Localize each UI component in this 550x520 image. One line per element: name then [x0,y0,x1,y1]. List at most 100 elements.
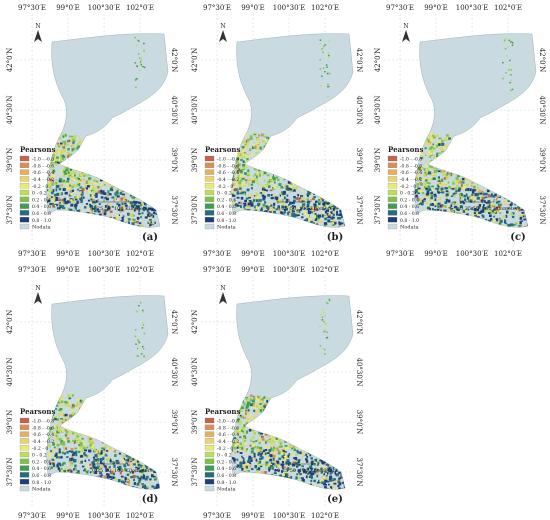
longitude-label-top: 97°30′E [386,4,414,12]
legend-swatch [20,452,29,457]
latitude-label-left: 42°0′N [6,48,14,73]
legend-item-label: 0.2 - 0.4 [217,197,236,203]
latitude-label-right: 39°0′N [170,148,178,173]
latitude-label-left: 42°0′N [6,310,14,335]
legend-swatch [20,210,29,215]
latitude-label-left: 39°0′N [374,148,382,173]
scale-bar-ticks: 0 25 50 [92,468,111,474]
legend-swatch [388,183,397,188]
latitude-label-right: 42°0′N [170,310,178,335]
latitude-label-left: 40°30′N [191,95,199,124]
scale-bar-ticks: 0 25 50 [92,206,111,212]
latitude-label-right: 39°0′N [538,148,546,173]
legend-swatch [205,170,214,175]
latitude-label-left: 42°0′N [191,310,199,335]
legend-item-label: -0.2 - 0 [32,446,48,452]
latitude-label-left: 39°0′N [6,148,14,173]
longitude-label-top: 97°30′E [203,266,231,274]
map-svg-c: 97°30′E97°30′E99°0′E99°0′E100°30′E100°30… [368,0,550,258]
legend-item-label: -0.6 - -0.4 [217,170,239,176]
panel-label: (b) [327,232,343,243]
legend-item-label: -0.8 - -0.6 [400,163,422,169]
legend-item-label: -1.0 - -0.8 [32,419,54,425]
legend-swatch [205,204,214,209]
legend-swatch [388,190,397,195]
longitude-label-top: 97°30′E [203,4,231,12]
map-svg-d: 97°30′E97°30′E99°0′E99°0′E100°30′E100°30… [0,262,182,520]
legend-item-label: 0 - 0.2 [217,453,232,459]
legend-swatch [20,459,29,464]
longitude-label-top: 102°0′E [311,266,339,274]
legend-swatch [20,204,29,209]
scale-bar-unit: 100 Kilometers [299,206,338,212]
scale-bar-unit: 100 Kilometers [299,468,338,474]
latitude-label-right: 39°0′N [355,410,363,435]
legend-swatch [20,163,29,168]
legend-swatch [20,425,29,430]
legend-swatch [205,183,214,188]
latitude-label-right: 37°30′N [170,457,178,486]
latitude-label-left: 37°30′N [6,457,14,486]
legend-item-label: 0.4 - 0.6 [32,204,51,210]
legend-item-label: 0.2 - 0.4 [32,197,51,203]
legend-swatch [20,438,29,443]
longitude-label-top: 99°0′E [241,4,265,12]
legend-swatch-nodata [205,486,214,491]
legend-item-label: -0.8 - -0.6 [32,425,54,431]
legend-nodata-label: Nodata [217,487,236,493]
legend-swatch [205,466,214,471]
latitude-label-right: 42°0′N [355,310,363,335]
legend-item-label: 0.8 - 1.0 [400,218,419,224]
latitude-label-left: 37°30′N [6,195,14,224]
scale-bar-ticks: 0 25 50 [277,468,296,474]
legend-item-label: -0.4 - -0.2 [32,177,54,183]
legend-item-label: -0.2 - 0 [400,184,416,190]
longitude-label-bottom: 102°0′E [126,250,154,258]
latitude-label-right: 42°0′N [355,48,363,73]
panel-label: (d) [142,494,158,505]
legend-swatch [388,170,397,175]
latitude-label-left: 42°0′N [374,48,382,73]
legend-item-label: -0.2 - 0 [32,184,48,190]
legend-swatch [388,204,397,209]
legend-item-label: 0.2 - 0.4 [400,197,419,203]
legend-item-label: 0.6 - 0.8 [32,211,51,217]
longitude-label-top: 99°0′E [424,4,448,12]
latitude-label-left: 39°0′N [191,148,199,173]
legend-nodata-label: Nodata [32,225,51,231]
legend-swatch [20,197,29,202]
latitude-label-right: 40°30′N [355,357,363,386]
longitude-label-bottom: 97°30′E [386,250,414,258]
latitude-label-left: 40°30′N [191,357,199,386]
legend-swatch [20,156,29,161]
latitude-label-left: 37°30′N [374,195,382,224]
legend-swatch [388,156,397,161]
legend-swatch [20,190,29,195]
legend-swatch [205,479,214,484]
longitude-label-bottom: 99°0′E [56,250,80,258]
legend-swatch [205,438,214,443]
longitude-label-top: 102°0′E [494,4,522,12]
panel-label: (c) [510,232,526,243]
map-svg-e: 97°30′E97°30′E99°0′E99°0′E100°30′E100°30… [185,262,367,520]
latitude-label-right: 37°30′N [355,195,363,224]
legend-nodata-label: Nodata [217,225,236,231]
legend-swatch-nodata [20,486,29,491]
legend-swatch [20,479,29,484]
legend-swatch [205,418,214,423]
longitude-label-bottom: 100°30′E [273,250,305,258]
legend-item-label: 0.6 - 0.8 [217,211,236,217]
latitude-label-right: 40°30′N [170,357,178,386]
latitude-label-right: 37°30′N [355,457,363,486]
north-arrow-label: N [403,23,408,30]
legend-item-label: -0.6 - -0.4 [32,432,54,438]
legend-swatch [205,459,214,464]
legend-item-label: -1.0 - -0.8 [32,157,54,163]
legend-swatch [205,156,214,161]
legend-swatch [20,472,29,477]
legend-item-label: 0.6 - 0.8 [32,473,51,479]
legend-item-label: 0 - 0.2 [32,453,47,459]
legend-swatch-nodata [20,224,29,229]
